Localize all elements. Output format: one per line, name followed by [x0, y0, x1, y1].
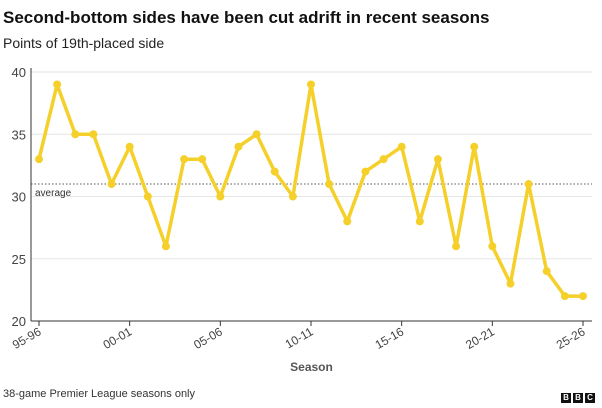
bbc-logo-letter: B	[561, 393, 571, 403]
data-point	[216, 192, 225, 201]
data-point	[180, 155, 189, 164]
data-point	[433, 155, 442, 164]
x-tick-label: 25-26	[554, 324, 588, 352]
data-point	[397, 142, 406, 151]
data-point	[325, 180, 334, 189]
data-point	[125, 142, 134, 151]
axis-layer	[30, 68, 592, 326]
bbc-logo-letter: B	[573, 393, 583, 403]
series-layer	[35, 80, 587, 301]
data-point	[288, 192, 297, 201]
data-point	[579, 292, 587, 301]
data-point	[198, 155, 207, 164]
x-axis-title: Season	[290, 360, 333, 374]
data-point	[107, 180, 116, 189]
data-point	[361, 167, 370, 176]
bbc-logo: B B C	[561, 393, 595, 403]
y-tick-label: 40	[12, 65, 26, 80]
x-tick-label: 10-11	[283, 324, 316, 351]
data-point	[524, 180, 533, 189]
series-line	[37, 82, 585, 298]
data-point	[270, 167, 279, 176]
x-tick-label: 05-06	[191, 324, 225, 352]
y-tick-label: 30	[12, 190, 26, 205]
bbc-logo-letter: C	[585, 393, 595, 403]
data-point	[379, 155, 388, 164]
data-point	[470, 142, 479, 151]
data-point	[307, 80, 315, 89]
x-tick-label: 20-21	[463, 324, 497, 352]
data-point	[488, 242, 497, 251]
data-point	[53, 80, 62, 89]
chart-subtitle: Points of 19th-placed side	[3, 35, 165, 51]
data-point	[415, 217, 424, 226]
x-tick-label: 00-01	[101, 324, 135, 352]
chart-title: Second-bottom sides have been cut adrift…	[3, 8, 490, 27]
data-point	[71, 130, 80, 139]
average-label: average	[35, 188, 72, 199]
data-point	[35, 155, 43, 164]
y-tick-label: 35	[12, 127, 26, 142]
data-point	[161, 242, 170, 251]
grid-layer	[31, 71, 592, 260]
data-point	[506, 279, 515, 288]
data-point	[89, 130, 98, 139]
y-tick-label: 20	[12, 314, 26, 329]
y-tick-label: 25	[12, 252, 26, 267]
data-point	[143, 192, 152, 201]
x-tick-label: 15-16	[373, 324, 407, 352]
data-point	[234, 142, 243, 151]
footnote: 38-game Premier League seasons only	[3, 388, 196, 400]
data-point	[452, 242, 461, 251]
data-point	[542, 267, 551, 276]
data-point	[560, 292, 569, 301]
data-point	[343, 217, 352, 226]
data-point	[252, 130, 261, 139]
